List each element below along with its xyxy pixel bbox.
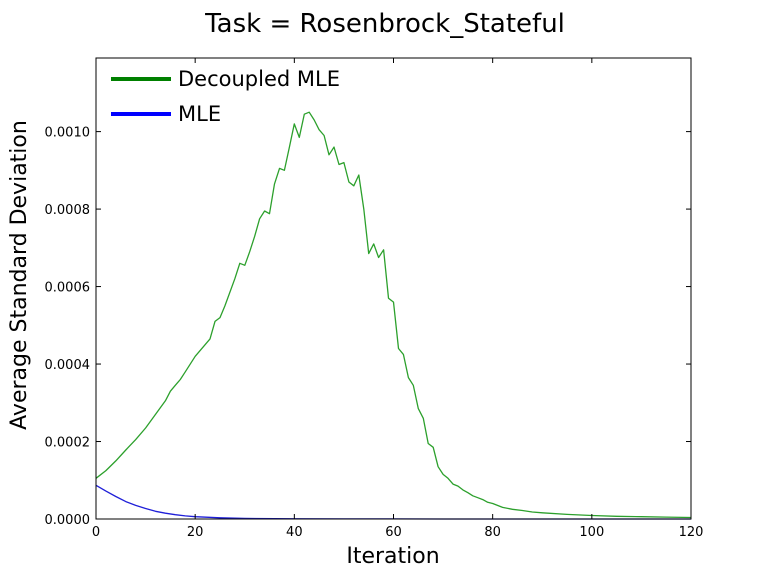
x-tick-label: 40 — [286, 525, 303, 540]
axis-layer: 0 20 40 60 80 100 120 0.0000 0.0002 0.0004 0.0006 0… — [45, 58, 704, 540]
series-layer — [95, 111, 692, 520]
x-axis-label: Iteration — [346, 544, 439, 569]
y-tick-label: 0.0010 — [45, 126, 91, 141]
plot-frame — [95, 57, 692, 520]
y-tick-label: 0.0008 — [45, 203, 91, 218]
y-tick-label: 0.0002 — [45, 436, 91, 451]
legend-label-1: MLE — [178, 102, 221, 126]
legend: Decoupled MLE MLE — [111, 67, 340, 126]
x-tick-label: 80 — [484, 525, 501, 540]
x-tick-label: 100 — [579, 525, 604, 540]
y-tick-label: 0.0000 — [45, 513, 91, 528]
chart-title: Task = Rosenbrock_Stateful — [204, 9, 565, 39]
x-tick-label: 20 — [187, 525, 204, 540]
series-line-1 — [95, 484, 691, 520]
x-tick-label: 60 — [385, 525, 402, 540]
y-tick-label: 0.0006 — [45, 281, 91, 296]
series-line-0 — [95, 111, 692, 519]
x-tick-label: 0 — [92, 525, 100, 540]
y-axis-label: Average Standard Deviation — [7, 120, 32, 430]
legend-label-0: Decoupled MLE — [178, 67, 340, 91]
x-tick-label: 120 — [679, 525, 704, 540]
y-tick-label: 0.0004 — [45, 358, 91, 373]
